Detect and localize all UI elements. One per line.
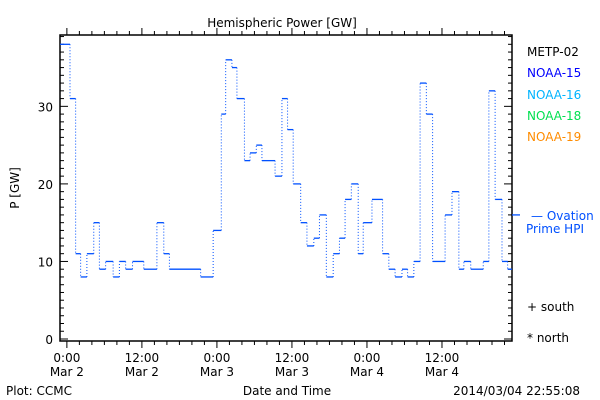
x-tick-label-date: Mar 3 [200, 365, 234, 379]
x-tick-label-time: 12:00 [275, 351, 310, 365]
y-tick-label: 0 [45, 333, 53, 347]
y-tick-label: 20 [38, 178, 53, 192]
chart-title: Hemispheric Power [GW] [207, 16, 357, 30]
x-tick-label-date: Mar 2 [50, 365, 84, 379]
x-tick-label-date: Mar 3 [275, 365, 309, 379]
footer-timestamp: 2014/03/04 22:55:08 [453, 384, 580, 398]
y-tick-label: 30 [38, 100, 53, 114]
legend-entry-noaa-19: NOAA-19 [527, 130, 581, 144]
x-tick-label-date: Mar 4 [425, 365, 459, 379]
x-tick-label-time: 0:00 [53, 351, 80, 365]
x-axis-label: Date and Time [243, 384, 331, 398]
x-tick-label-time: 0:00 [353, 351, 380, 365]
legend-ovation-line1: — Ovation [531, 209, 594, 223]
legend-north-marker: * north [527, 331, 569, 345]
legend-south-marker: + south [527, 300, 574, 314]
footer-plot-credit: Plot: CCMC [6, 384, 72, 398]
x-tick-label-time: 12:00 [125, 351, 160, 365]
y-tick-label: 10 [38, 255, 53, 269]
x-tick-label-date: Mar 4 [350, 365, 384, 379]
legend-ovation-line2: Prime HPI [526, 222, 584, 236]
x-tick-label-time: 12:00 [425, 351, 460, 365]
legend-entry-noaa-16: NOAA-16 [527, 88, 581, 102]
plot-frame [59, 34, 513, 342]
y-axis-label: P [GW] [8, 167, 22, 209]
x-tick-label-time: 0:00 [203, 351, 230, 365]
legend-entry-metp-02: METP-02 [527, 45, 579, 59]
legend: METP-02 NOAA-15 NOAA-16 NOAA-18 NOAA-19 … [526, 45, 594, 345]
legend-entry-noaa-15: NOAA-15 [527, 66, 581, 80]
legend-entry-noaa-18: NOAA-18 [527, 109, 581, 123]
x-tick-label-date: Mar 2 [125, 365, 159, 379]
